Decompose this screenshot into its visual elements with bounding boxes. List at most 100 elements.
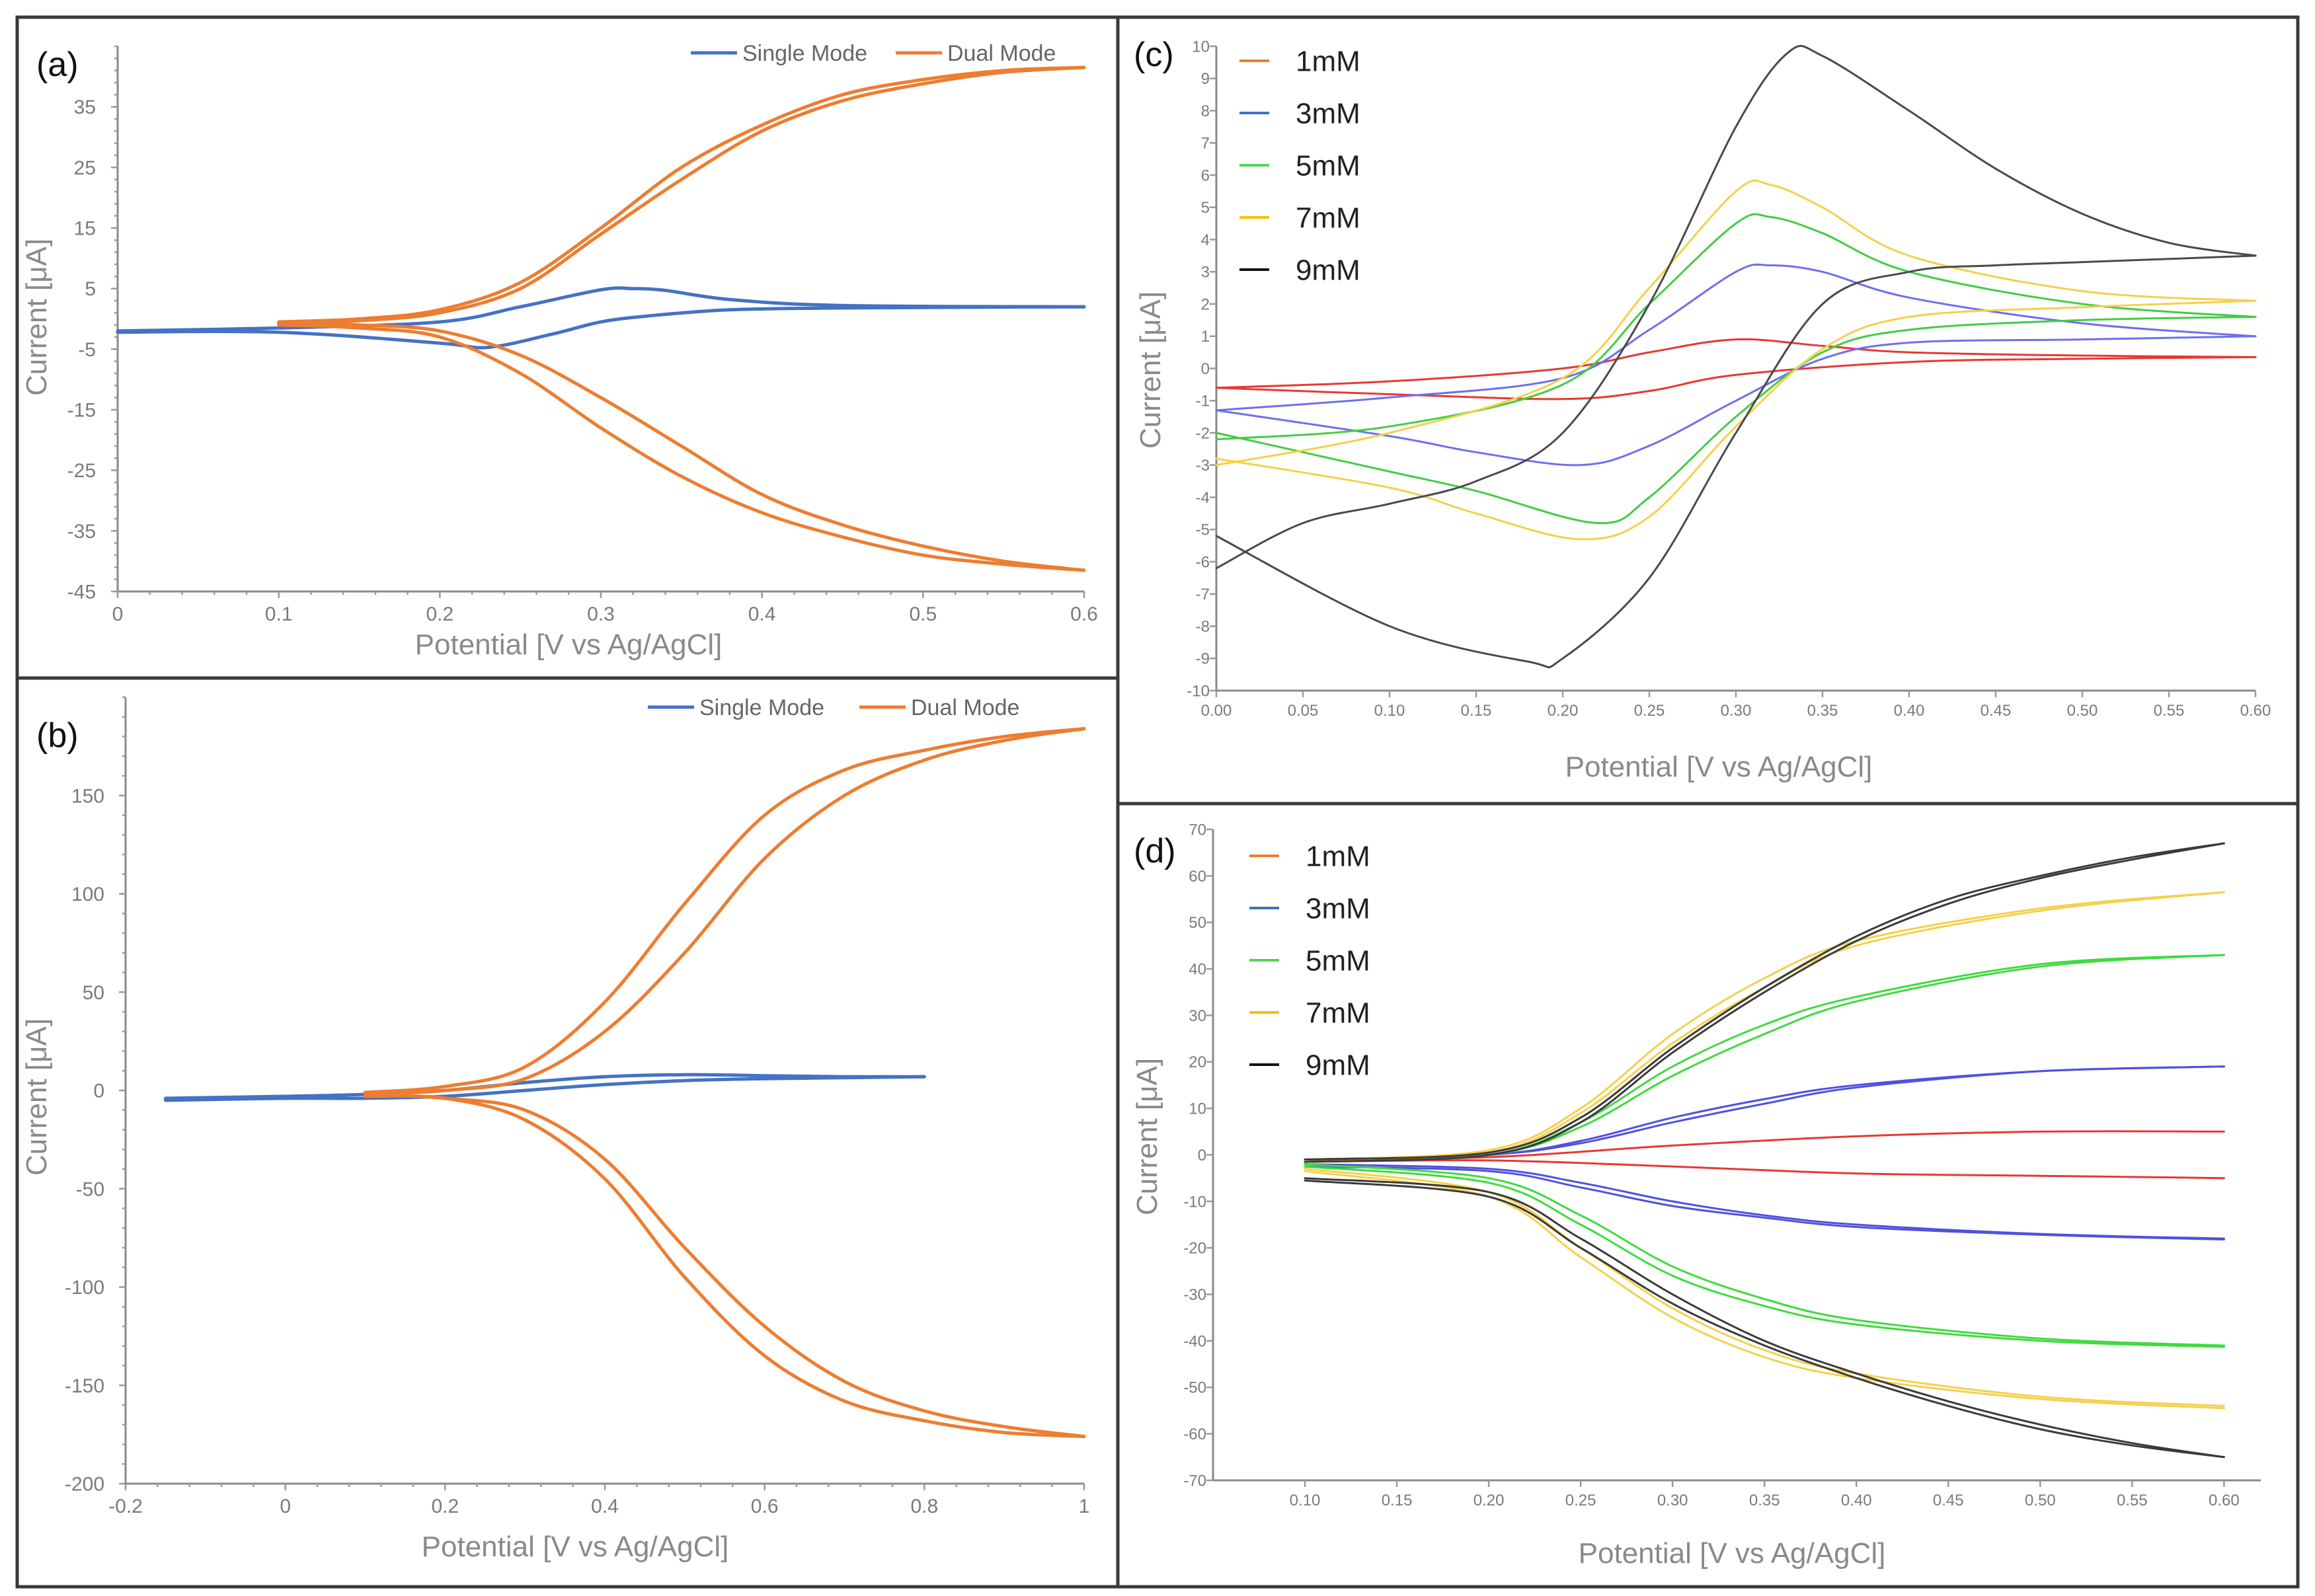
series-line-single-mode [116,305,1086,350]
y-tick-label: -8 [1196,618,1210,636]
x-tick-label: -0.2 [108,1496,143,1517]
x-tick-label: 0.25 [1565,1492,1596,1509]
y-tick-label: 0 [1201,360,1210,378]
series-line-3mm [1215,335,2257,467]
y-tick-label: -30 [1183,1286,1206,1304]
y-axis-label: Current [μA] [20,1018,53,1176]
x-tick-label: 0.15 [1382,1492,1413,1509]
series-line-dual-mode [364,727,1086,1096]
y-tick-label: -10 [1183,1193,1206,1211]
legend-label-5mm: 5mM [1296,149,1360,182]
y-tick-label: 15 [74,218,96,240]
series-line-9mm [1304,842,2225,1163]
y-tick-label: -70 [1183,1472,1206,1490]
x-tick-label: 0.45 [1981,702,2012,720]
panel-d-label: (d) [1134,832,1176,870]
legend-label-5mm: 5mM [1306,944,1370,977]
panel-d-plot: -70 -60 -50 -40 -30 -20 -10 0 10 20 30 40 50 60 70 0.10… [1131,821,2261,1570]
panel-a-plot: -45 -35 -25 -15 -5 5 15 25 35 0 0.1 0.2 0.3 0.4 0.5 0.6… [20,41,1098,661]
x-axis-label: Potential [V vs Ag/AgCl] [422,1531,729,1563]
series-line-5mm [1215,316,2257,525]
y-axis-label: Current [μA] [1131,1058,1163,1215]
panel-b-plot: -200 -150 -100 -50 0 50 100 150 -0.2 0 0.2 0.4 0.6 0.… [20,695,1089,1563]
legend-label-7mm: 7mM [1306,997,1370,1029]
y-tick-label: -100 [65,1277,104,1299]
y-tick-label: -2 [1196,424,1210,442]
x-tick-label: 0.10 [1374,702,1405,720]
y-tick-label: -7 [1196,586,1210,603]
x-tick-label: 0.40 [1841,1492,1872,1509]
y-tick-label: 9 [1201,70,1210,88]
y-tick-label: -3 [1196,457,1210,475]
series-line-dual-mode [277,322,1086,572]
y-tick-label: 0 [1198,1147,1206,1164]
x-tick-label: 0.60 [2240,702,2271,720]
panel-c-label: (c) [1134,36,1174,74]
y-tick-label: -6 [1196,553,1210,571]
panel-c: (c) -10-9-8-7-6-5-4-3-2-10123456789100.0… [1116,15,2300,806]
series-line-3mm [1215,263,2257,412]
y-tick-label: 150 [71,785,104,807]
legend-label-single-mode: Single Mode [699,695,824,720]
y-tick-label: 25 [74,157,96,179]
panel-a: (a) -45 -35 -25 -15 -5 5 15 25 35 0 0.1 0.2 0.3 0.4 0.… [15,15,1120,680]
y-tick-label: 50 [83,982,104,1004]
legend-label-3mm: 3mM [1296,97,1360,130]
series-line-5mm [1304,1165,2225,1348]
y-tick-label: 3 [1201,264,1210,282]
panel-b-label: (b) [36,716,79,755]
x-tick-label: 0.55 [2154,702,2185,720]
x-axis-label: Potential [V vs Ag/AgCl] [1565,751,1873,783]
series-line-9mm [1215,254,2257,669]
y-tick-label: 10 [1192,38,1210,56]
x-tick-label: 0.05 [1288,702,1319,720]
series-line-5mm [1304,1163,2225,1347]
series-line-dual-mode [277,65,1086,326]
panel-d-frame [1116,802,2300,1589]
x-tick-label: 0.2 [431,1496,459,1517]
y-tick-label: -25 [67,460,96,482]
y-tick-label: -15 [67,400,96,422]
series-line-1mm [1304,1159,2225,1180]
legend-label-dual-mode: Dual Mode [947,41,1056,66]
y-tick-label: 2 [1201,295,1210,313]
y-tick-label: -45 [67,582,96,603]
x-tick-label: 0.40 [1894,702,1925,720]
x-tick-label: 0.20 [1548,702,1579,720]
series-line-9mm [1304,842,2225,1160]
series-line-9mm [1304,1177,2225,1459]
y-tick-label: 10 [1189,1100,1206,1118]
x-tick-label: 0.30 [1721,702,1752,720]
series-line-dual-mode [364,727,1086,1094]
x-tick-label: 0.6 [1070,603,1098,625]
y-tick-label: 5 [85,278,96,300]
y-tick-label: 30 [1189,1007,1206,1025]
panel-d: (d) -70 -60 -50 -40 -30 -20 -10 0 10 20 30 40 50 60 70… [1116,802,2300,1589]
panel-a-frame [15,15,1120,680]
y-tick-label: -4 [1196,489,1210,507]
series-line-3mm [1304,1165,2225,1240]
y-tick-label: -35 [67,521,96,543]
x-tick-label: 1 [1079,1496,1090,1517]
legend-label-dual-mode: Dual Mode [911,695,1019,720]
x-tick-label: 0 [280,1496,291,1517]
x-axis-label: Potential [V vs Ag/AgCl] [1579,1537,1886,1570]
y-tick-label: 20 [1189,1053,1206,1071]
panel-a-label: (a) [36,46,79,84]
legend-label-single-mode: Single Mode [742,41,867,66]
x-tick-label: 0.20 [1473,1492,1505,1509]
legend-label-3mm: 3mM [1306,892,1370,925]
series-line-9mm [1215,45,2257,570]
y-tick-label: 5 [1201,199,1210,217]
x-tick-label: 0.4 [748,603,776,625]
series-line-7mm [1215,179,2257,467]
x-tick-label: 0.15 [1461,702,1492,720]
x-tick-label: 0.2 [426,603,453,625]
x-tick-label: 0.45 [1933,1492,1964,1509]
y-tick-label: -20 [1183,1240,1206,1258]
y-axis-label: Current [μA] [20,239,53,396]
x-tick-label: 0.8 [910,1496,938,1517]
x-tick-label: 0.35 [1749,1492,1780,1509]
